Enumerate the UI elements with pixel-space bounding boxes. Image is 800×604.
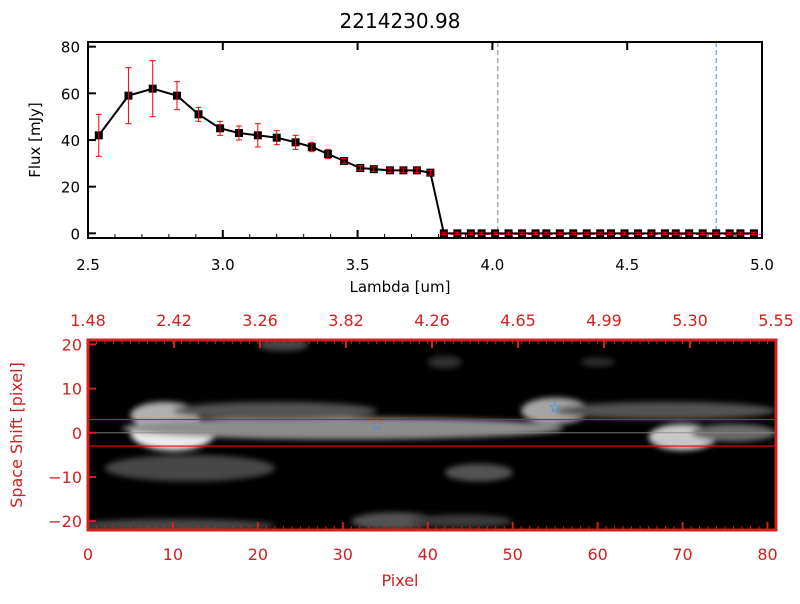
- x-tick-label: 50: [503, 545, 523, 564]
- error-bar: [440, 231, 447, 235]
- error-bar: [273, 130, 280, 146]
- bottom-xlabel: Pixel: [381, 571, 418, 590]
- error-bar: [413, 167, 420, 174]
- top-tick-label: 4.65: [500, 311, 536, 330]
- error-bar: [699, 231, 706, 235]
- error-bar: [357, 165, 364, 171]
- y-tick-label: 0: [72, 424, 82, 443]
- x-tick-label: 5.0: [750, 256, 774, 274]
- error-bar: [737, 231, 744, 235]
- image-blob: [172, 401, 377, 420]
- star-marker: ☆: [548, 397, 562, 416]
- error-bar: [467, 231, 474, 235]
- error-bar: [254, 123, 261, 148]
- error-bar: [519, 231, 526, 235]
- error-bar: [149, 60, 156, 118]
- error-bar: [454, 231, 461, 235]
- image-blob: [88, 518, 275, 530]
- x-tick-label: 3.5: [346, 256, 370, 274]
- x-tick-label: 70: [672, 545, 692, 564]
- error-bar: [608, 231, 615, 235]
- error-bar: [195, 106, 202, 122]
- error-bar: [713, 231, 720, 235]
- image-blob: [555, 401, 776, 420]
- top-tick-label: 5.30: [672, 311, 708, 330]
- error-bar: [173, 81, 180, 111]
- error-bar: [661, 231, 668, 235]
- error-bar: [292, 134, 299, 150]
- image-blob: [104, 454, 275, 482]
- x-tick-label: 0: [83, 545, 93, 564]
- error-bar: [370, 166, 377, 172]
- error-bar: [308, 141, 315, 153]
- error-bar: [125, 67, 132, 125]
- top-tick-label: 3.26: [242, 311, 278, 330]
- x-tick-label: 40: [418, 545, 438, 564]
- image-blob: [257, 340, 309, 352]
- x-tick-label: 4.0: [480, 256, 504, 274]
- x-tick-label: 10: [163, 545, 183, 564]
- star-marker: ☆: [370, 415, 384, 434]
- y-tick-label: 0: [70, 225, 80, 243]
- error-bar: [400, 167, 407, 174]
- top-plot-frame: [87, 41, 763, 239]
- top-tick-label: 5.55: [758, 311, 794, 330]
- y-tick-label: −20: [48, 512, 82, 531]
- error-bar: [235, 125, 242, 141]
- error-bar: [386, 167, 393, 174]
- error-bar: [634, 231, 641, 235]
- image-blob: [444, 463, 513, 482]
- top-ylabel: Flux [mJy]: [26, 102, 44, 178]
- image-blob: [580, 357, 615, 367]
- error-bar: [324, 148, 331, 160]
- y-tick-label: 80: [61, 39, 80, 57]
- error-bar: [750, 231, 757, 235]
- error-bar: [427, 169, 434, 176]
- y-tick-label: 20: [61, 179, 80, 197]
- top-tick-label: 4.26: [414, 311, 450, 330]
- error-bar: [672, 231, 679, 235]
- x-tick-label: 4.5: [615, 256, 639, 274]
- image-blob: [351, 512, 437, 530]
- error-bar: [505, 231, 512, 235]
- y-tick-label: 10: [62, 380, 82, 399]
- error-bar: [95, 113, 102, 157]
- error-bar: [556, 231, 563, 235]
- x-tick-label: 30: [333, 545, 353, 564]
- chart-title: 2214230.98: [340, 9, 461, 33]
- image-blob: [410, 514, 513, 528]
- image-blobs: [88, 340, 776, 530]
- bottom-ylabel: Space Shift [pixel]: [7, 362, 26, 508]
- top-tick-label: 1.48: [70, 311, 106, 330]
- error-bar: [217, 120, 224, 136]
- y-tick-label: 60: [61, 85, 80, 103]
- error-bar: [478, 231, 485, 235]
- error-bar: [648, 231, 655, 235]
- y-tick-label: −10: [48, 468, 82, 487]
- error-bar: [726, 231, 733, 235]
- y-tick-label: 20: [62, 335, 82, 354]
- top-xlabel: Lambda [um]: [350, 278, 451, 296]
- x-tick-label: 3.0: [211, 256, 235, 274]
- error-bar: [341, 158, 348, 164]
- error-bar: [532, 231, 539, 235]
- y-tick-label: 40: [61, 132, 80, 150]
- x-tick-label: 80: [757, 545, 777, 564]
- x-tick-label: 2.5: [76, 256, 100, 274]
- top-tick-label: 3.82: [328, 311, 364, 330]
- top-tick-label: 4.99: [586, 311, 622, 330]
- error-bar: [583, 231, 590, 235]
- x-tick-label: 20: [248, 545, 268, 564]
- image-blob: [121, 417, 564, 440]
- image-blob: [427, 355, 462, 369]
- error-bar: [686, 231, 693, 235]
- top-tick-label: 2.42: [156, 311, 192, 330]
- x-tick-label: 60: [587, 545, 607, 564]
